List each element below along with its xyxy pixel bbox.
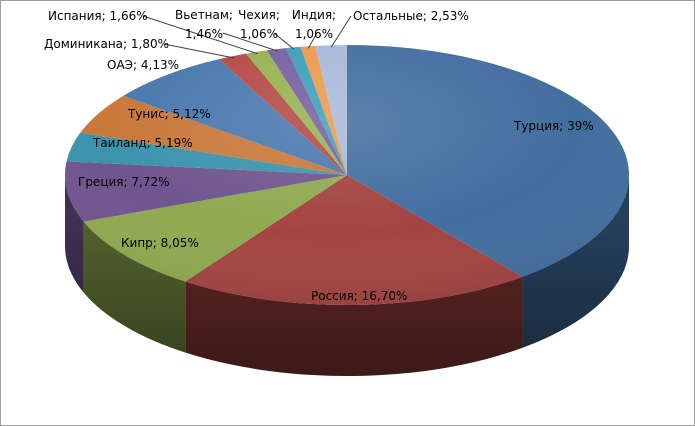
data-label: Чехия; <box>238 8 280 22</box>
data-label: Кипр; 8,05% <box>121 236 199 250</box>
data-label: Греция; 7,72% <box>78 175 169 189</box>
data-label: 1,06% <box>240 27 278 41</box>
data-label: Вьетнам; <box>175 8 233 22</box>
data-label: 1,06% <box>295 27 333 41</box>
data-label: Остальные; 2,53% <box>353 9 469 23</box>
data-labels: Турция; 39% Россия; 16,70% Кипр; 8,05% Грец… <box>44 8 594 303</box>
data-label: Тунис; 5,12% <box>127 107 211 121</box>
label-leader-line <box>222 32 278 52</box>
data-label: Турция; 39% <box>513 119 594 133</box>
data-label: Испания; 1,66% <box>48 9 148 23</box>
label-leader-line <box>163 43 235 59</box>
data-label: Россия; 16,70% <box>311 289 407 303</box>
data-label: 1,46% <box>185 27 223 41</box>
label-leader-line <box>330 15 352 48</box>
data-label: ОАЭ; 4,13% <box>107 58 179 72</box>
label-leader-line <box>273 32 295 50</box>
label-leader-line <box>142 15 258 55</box>
data-label: Индия; <box>292 8 336 22</box>
data-label: Доминикана; 1,80% <box>44 37 169 51</box>
data-label: Таиланд; 5,19% <box>92 136 193 150</box>
label-leader-line <box>307 32 318 49</box>
